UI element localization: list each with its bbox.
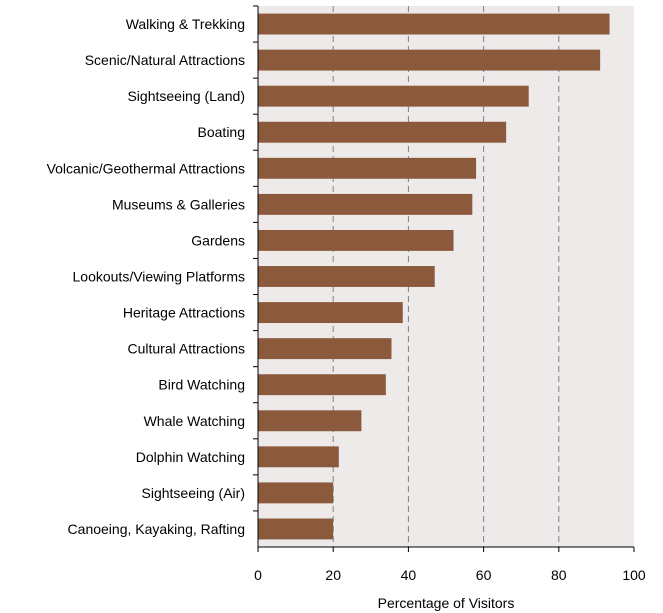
- bar-13: [258, 482, 334, 504]
- x-tick-label-2: 40: [401, 567, 417, 583]
- bar-12: [258, 446, 339, 468]
- bar-9: [258, 338, 392, 360]
- category-label-9: Cultural Attractions: [128, 341, 246, 357]
- x-tick-label-1: 20: [325, 567, 341, 583]
- bar-11: [258, 410, 362, 432]
- bar-2: [258, 85, 529, 107]
- x-tick-label-4: 80: [551, 567, 567, 583]
- category-label-7: Lookouts/Viewing Platforms: [73, 269, 246, 285]
- x-tick-label-5: 100: [622, 567, 646, 583]
- category-label-11: Whale Watching: [144, 413, 245, 429]
- category-label-8: Heritage Attractions: [123, 305, 245, 321]
- category-label-14: Canoeing, Kayaking, Rafting: [68, 521, 245, 537]
- bar-6: [258, 229, 454, 251]
- bar-14: [258, 518, 334, 540]
- bar-4: [258, 157, 477, 179]
- category-label-6: Gardens: [191, 232, 245, 248]
- category-label-5: Museums & Galleries: [112, 196, 245, 212]
- x-tick-labels: 0 20 40 60 80 100: [254, 547, 646, 583]
- x-axis-title: Percentage of Visitors: [378, 595, 515, 611]
- bar-0: [258, 13, 610, 35]
- category-label-13: Sightseeing (Air): [142, 485, 246, 501]
- bars: [258, 13, 610, 540]
- bar-3: [258, 121, 507, 143]
- category-label-2: Sightseeing (Land): [127, 88, 245, 104]
- bar-8: [258, 302, 403, 324]
- category-label-3: Boating: [198, 124, 245, 140]
- category-label-4: Volcanic/Geothermal Attractions: [47, 160, 245, 176]
- bar-1: [258, 49, 601, 71]
- x-tick-label-0: 0: [254, 567, 262, 583]
- category-label-10: Bird Watching: [158, 377, 245, 393]
- x-tick-label-3: 60: [476, 567, 492, 583]
- category-label-12: Dolphin Watching: [136, 449, 245, 465]
- category-label-1: Scenic/Natural Attractions: [85, 52, 245, 68]
- bar-10: [258, 374, 386, 396]
- bar-7: [258, 266, 435, 287]
- bar-5: [258, 193, 473, 215]
- category-labels: Walking & Trekking Scenic/Natural Attract…: [47, 5, 258, 537]
- category-label-0: Walking & Trekking: [126, 16, 245, 32]
